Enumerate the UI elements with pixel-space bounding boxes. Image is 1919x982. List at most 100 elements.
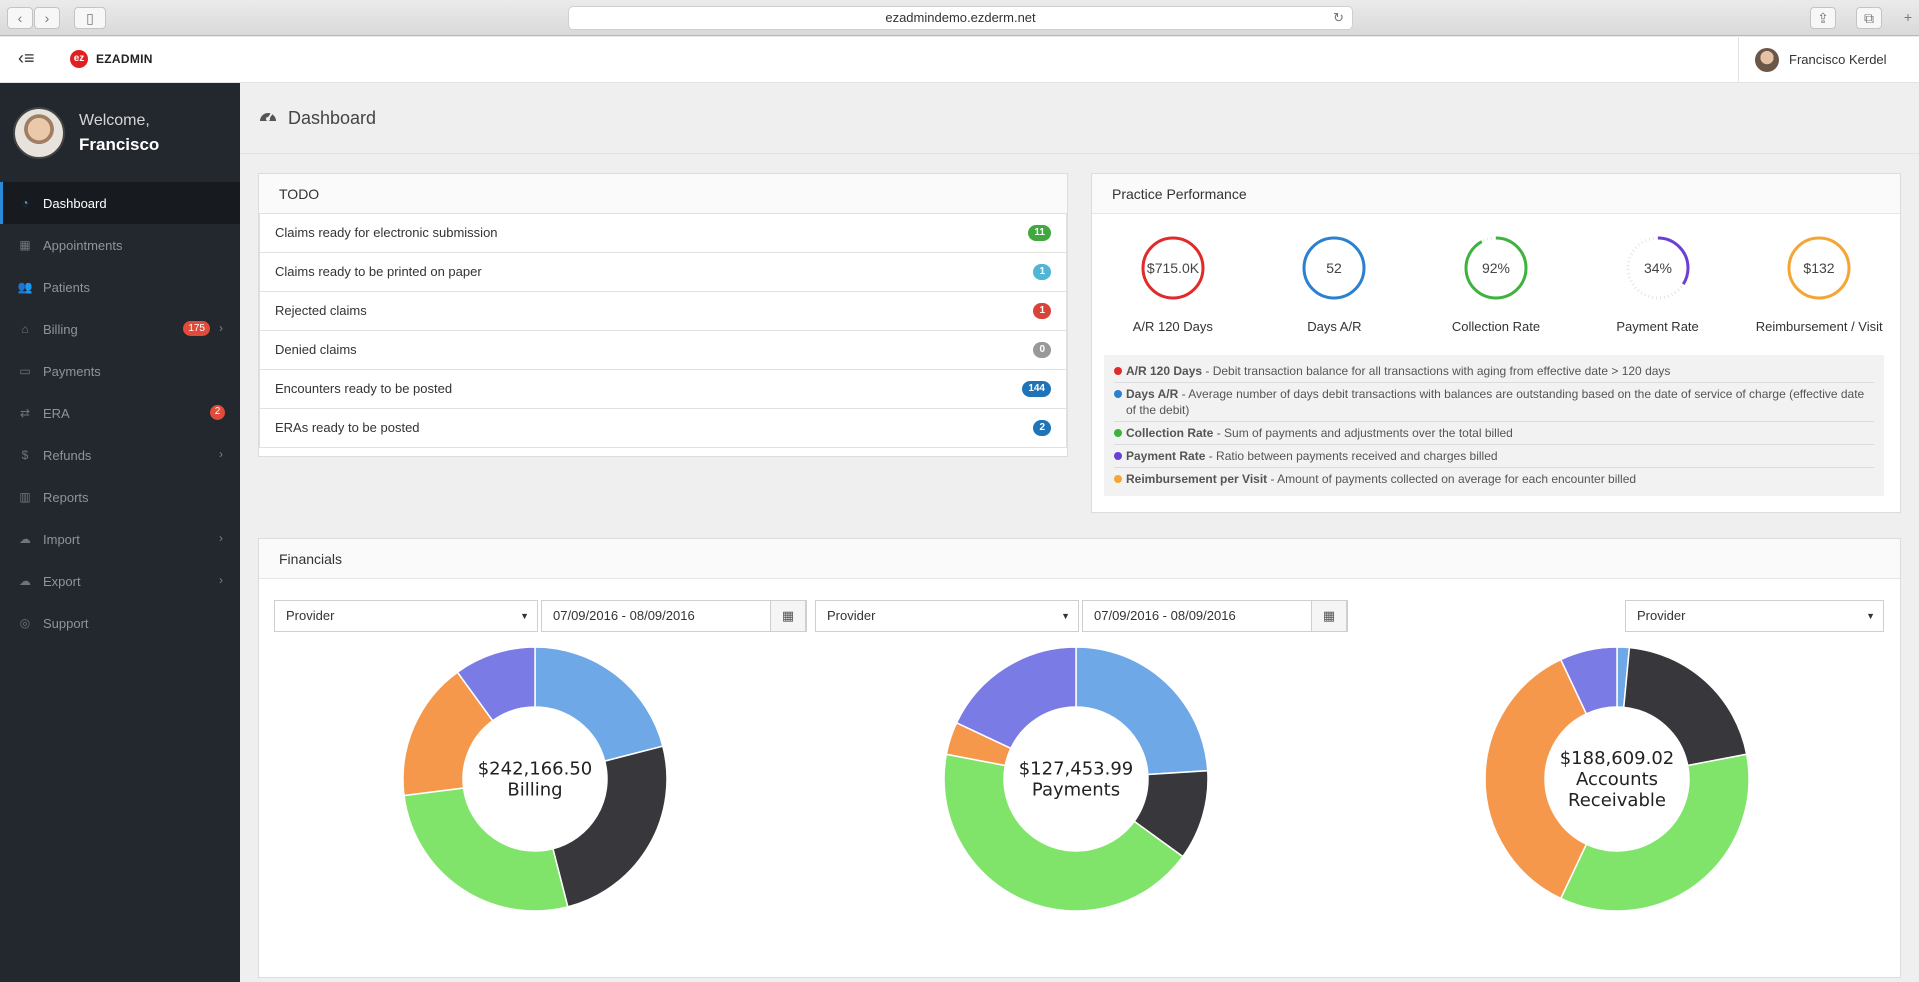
sidebar-item-export[interactable]: ☁ Export › xyxy=(0,560,240,602)
new-tab-icon[interactable]: + xyxy=(1903,9,1913,25)
calendar-icon: ▦ xyxy=(19,238,31,252)
todo-count-badge: 11 xyxy=(1028,225,1051,241)
todo-count-badge: 144 xyxy=(1022,381,1051,397)
reload-icon[interactable]: ↻ xyxy=(1333,10,1344,25)
todo-item-label: Denied claims xyxy=(275,342,357,357)
donut-slice[interactable] xyxy=(551,745,668,908)
sidebar-item-patients[interactable]: 👥 Patients xyxy=(0,266,240,308)
dollar-icon: $ xyxy=(21,448,29,462)
todo-item[interactable]: Claims ready to be printed on paper 1 xyxy=(259,252,1067,292)
avatar xyxy=(13,106,65,159)
provider-select-billing[interactable]: Provider ▼ xyxy=(274,600,538,632)
metric-gauge: 52 xyxy=(1302,236,1366,300)
address-bar[interactable]: ezadmindemo.ezderm.net ↻ xyxy=(568,6,1353,30)
date-range-value: 07/09/2016 - 08/09/2016 xyxy=(553,608,695,623)
exchange-icon: ⇄ xyxy=(19,406,31,420)
payments-donut-chart: $127,453.99 Payments xyxy=(942,645,1210,918)
back-arrow-icon[interactable]: ‹ xyxy=(7,7,33,29)
sidebar-nav: ◔ Dashboard ▦ Appointments 👥 Patients ⌂ Billing… xyxy=(0,182,240,644)
sidebar-item-appointments[interactable]: ▦ Appointments xyxy=(0,224,240,266)
financials-title: Financials xyxy=(259,539,1900,579)
chevron-right-icon: › xyxy=(219,447,223,461)
metric-gauge: $715.0K xyxy=(1141,236,1205,300)
sidebar-item-refunds[interactable]: $ Refunds › xyxy=(0,434,240,476)
legend-dot xyxy=(1114,390,1122,398)
chevron-right-icon: › xyxy=(219,531,223,545)
main-content: Dashboard TODO Claims ready for electron… xyxy=(240,83,1919,982)
sidebar-item-era[interactable]: ⇄ ERA 2 xyxy=(0,392,240,434)
donut-slice[interactable] xyxy=(1484,658,1588,900)
caret-down-icon: ▼ xyxy=(1866,611,1875,621)
cloud-upload-icon: ☁ xyxy=(19,532,31,546)
page-title: Dashboard xyxy=(288,107,377,128)
share-icon[interactable]: ⇪ xyxy=(1810,7,1836,29)
metric-collection-rate: 92% Collection Rate xyxy=(1415,214,1577,389)
todo-count-badge: 1 xyxy=(1033,264,1051,280)
user-menu[interactable]: Francisco Kerdel xyxy=(1738,37,1919,82)
donut-center-label: Payments xyxy=(1032,780,1120,801)
legend-term: A/R 120 Days xyxy=(1126,364,1203,378)
legend-term: Collection Rate xyxy=(1126,426,1214,440)
forward-arrow-icon[interactable]: › xyxy=(34,7,60,29)
legend-term: Days A/R xyxy=(1126,387,1179,401)
accounts-receivable-donut-chart: $188,609.02 Accounts Receivable xyxy=(1483,645,1751,918)
legend-description: - Debit transaction balance for all tran… xyxy=(1202,364,1671,378)
metric-reimbursement-visit: $132 Reimbursement / Visit xyxy=(1738,214,1900,389)
provider-select-payments[interactable]: Provider ▼ xyxy=(815,600,1079,632)
welcome-text: Welcome, xyxy=(79,111,150,129)
donut-slice[interactable] xyxy=(1559,646,1618,715)
tabs-icon[interactable]: ⧉ xyxy=(1856,7,1882,29)
legend-term: Reimbursement per Visit xyxy=(1126,472,1268,486)
metric-payment-rate: 34% Payment Rate xyxy=(1577,214,1739,389)
todo-item[interactable]: Rejected claims 1 xyxy=(259,291,1067,331)
calendar-icon[interactable]: ▦ xyxy=(770,600,806,632)
logo-text: EZADMIN xyxy=(96,52,153,66)
date-range-input-billing[interactable]: 07/09/2016 - 08/09/2016 ▦ xyxy=(541,600,807,632)
metric-gauge: 92% xyxy=(1464,236,1528,300)
donut-center-label: Billing xyxy=(507,780,562,801)
donut-slice[interactable] xyxy=(456,646,536,722)
metric-value: $715.0K xyxy=(1147,260,1200,276)
sidebar-item-label: Reports xyxy=(43,489,89,505)
sidebar-item-dashboard[interactable]: ◔ Dashboard xyxy=(0,182,240,224)
donut-center-value: $188,609.02 xyxy=(1560,748,1675,769)
money-icon: ▭ xyxy=(19,364,31,378)
practice-performance-panel: Practice Performance $715.0K A/R 120 Day… xyxy=(1091,173,1901,513)
todo-item[interactable]: ERAs ready to be posted 2 xyxy=(259,408,1067,448)
date-range-input-payments[interactable]: 07/09/2016 - 08/09/2016 ▦ xyxy=(1082,600,1348,632)
donut-slice[interactable] xyxy=(534,646,664,763)
sidebar-item-import[interactable]: ☁ Import › xyxy=(0,518,240,560)
sidebar-item-label: Support xyxy=(43,615,89,631)
sidebar-item-reports[interactable]: ▥ Reports xyxy=(0,476,240,518)
sidebar-item-label: Payments xyxy=(43,363,101,379)
logo[interactable]: ez EZADMIN xyxy=(70,50,153,68)
sidebar-item-payments[interactable]: ▭ Payments xyxy=(0,350,240,392)
sidebar-item-support[interactable]: ◎ Support xyxy=(0,602,240,644)
todo-panel: TODO Claims ready for electronic submiss… xyxy=(258,173,1068,457)
todo-title: TODO xyxy=(259,174,1067,214)
billing-donut-chart: $242,166.50 Billing xyxy=(401,645,669,918)
sidebar-toggle-icon[interactable]: ▯ xyxy=(74,7,106,29)
sidebar-item-label: Export xyxy=(43,573,81,589)
bar-chart-icon: ▥ xyxy=(19,490,31,504)
legend-item: A/R 120 Days - Debit transaction balance… xyxy=(1114,360,1874,383)
financials-panel: Financials Provider ▼ 07/09/2016 - 08/09… xyxy=(258,538,1901,978)
provider-select-receivable[interactable]: Provider ▼ xyxy=(1625,600,1884,632)
donut-slice[interactable] xyxy=(955,646,1077,750)
donut-slice[interactable] xyxy=(1075,646,1209,776)
donut-center-label: Accounts xyxy=(1576,769,1658,790)
metric-label: Collection Rate xyxy=(1451,319,1541,334)
donut-slice[interactable] xyxy=(943,753,1184,912)
todo-item[interactable]: Claims ready for electronic submission 11 xyxy=(259,213,1067,253)
chevron-right-icon: › xyxy=(219,321,223,335)
donut-center-value: $242,166.50 xyxy=(478,759,593,780)
page-header: Dashboard xyxy=(240,83,1919,154)
donut-slice[interactable] xyxy=(1559,753,1750,912)
sidebar-item-billing[interactable]: ⌂ Billing 175 › xyxy=(0,308,240,350)
donut-slice[interactable] xyxy=(403,787,569,912)
menu-toggle-icon[interactable]: ‹≡ xyxy=(18,48,35,68)
todo-item[interactable]: Denied claims 0 xyxy=(259,330,1067,370)
calendar-icon[interactable]: ▦ xyxy=(1311,600,1347,632)
legend-dot xyxy=(1114,429,1122,437)
todo-item[interactable]: Encounters ready to be posted 144 xyxy=(259,369,1067,409)
